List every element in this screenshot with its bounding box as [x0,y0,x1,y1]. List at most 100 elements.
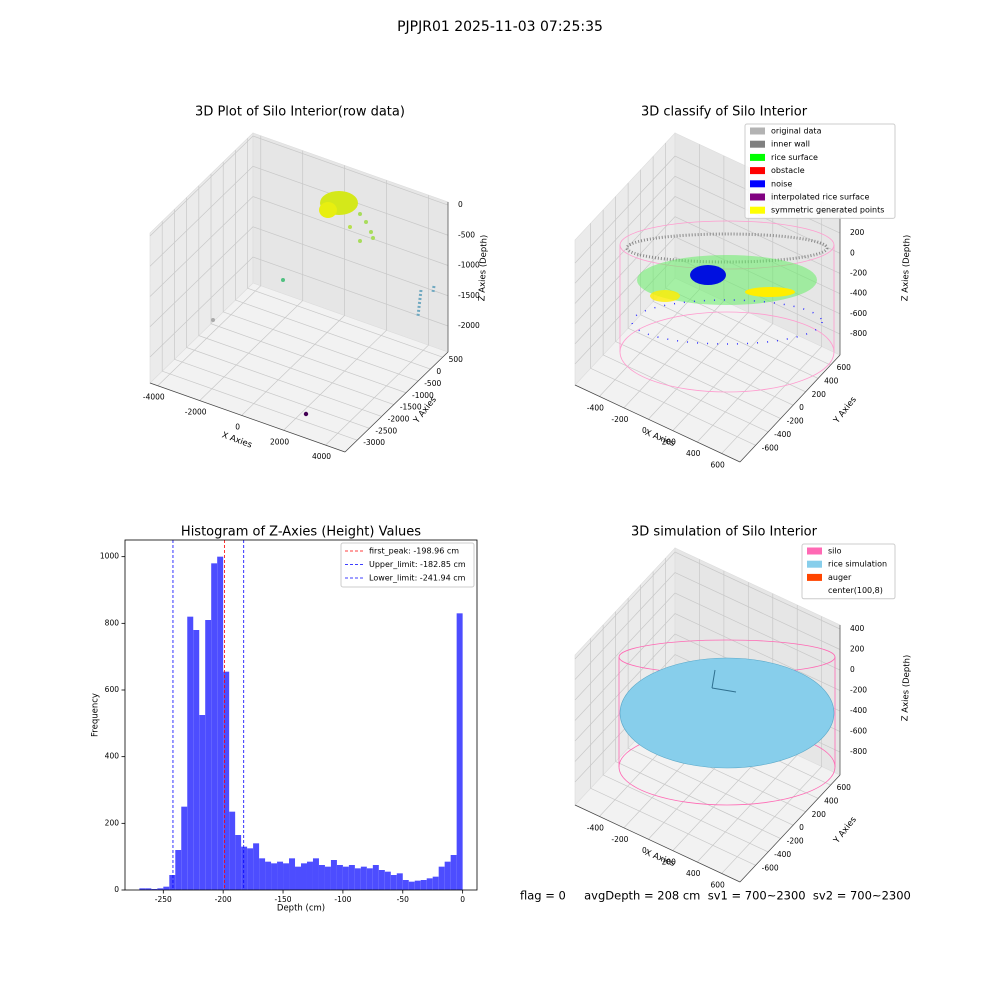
bar [330,860,337,890]
axis-label: Z Axies (Depth) [900,655,912,722]
y-axis-label: Frequency [91,693,101,737]
bar [432,876,439,890]
bar [372,865,379,890]
tick-label: -2000 [458,321,480,330]
tick-label: 200 [812,810,827,819]
bar [253,843,260,890]
legend-swatch [750,140,765,148]
tick-label: 0 [799,403,804,412]
tick-label: 400 [850,624,865,633]
chart-title: 3D classify of Silo Interior [641,105,808,120]
plot-area [125,540,477,890]
grid-line [325,195,429,446]
bar [205,620,212,890]
legend-box [340,542,475,588]
tick-label: -400 [850,289,867,298]
bar [312,858,319,890]
bar [456,613,463,890]
bar [187,616,194,890]
tick-label: -400 [587,823,604,832]
grid-line [615,196,781,419]
y-tick-label: 600 [105,685,120,694]
point-cluster [319,202,337,218]
legend-label: noise [771,179,792,188]
tick-label: 600 [711,880,726,889]
chart-title: 3D Plot of Silo Interior(row data) [195,105,405,120]
grid-line [235,150,431,370]
bar [211,563,218,890]
legend-label: symmetric generated points [771,206,884,215]
bar [259,858,266,890]
tick-label: 200 [850,228,865,237]
tick-label: 0 [799,823,804,832]
y-tick-label: 1000 [100,552,119,561]
bar [139,888,146,890]
bar [390,875,397,890]
tick-label: 0 [850,665,855,674]
grid-line [574,572,841,680]
grid-line [149,196,449,297]
tick-label: -400 [774,850,791,859]
tick-label: -2000 [185,408,207,417]
y-axis [344,351,449,453]
grid-line [241,165,345,416]
legend-swatch [807,560,822,568]
bar [181,806,188,890]
symmetric-points [745,287,795,297]
grid-line [602,624,769,853]
axis-label: Z Axies (Depth) [477,235,489,302]
grid-line [247,138,443,358]
figure-title: PJPJR01 2025-11-03 07:25:35 [397,19,603,35]
grid-line [283,180,387,431]
point [369,230,373,234]
tick-label: 0 [850,248,855,257]
bar [271,863,278,890]
legend-label: original data [771,127,822,136]
simulation-surface [618,639,836,806]
bar [151,889,158,890]
chart-title: 3D simulation of Silo Interior [631,525,818,540]
y-tick-label: 800 [105,618,120,627]
bar [378,870,385,890]
bar [301,863,307,890]
bar [444,861,451,890]
bar [247,848,254,890]
grid-line [696,605,798,863]
bar [354,868,361,890]
tick-label: 600 [837,783,852,792]
legend-label: auger [828,573,852,582]
noise [631,299,823,345]
x-axis [149,382,346,453]
legend-label: inner wall [771,140,810,149]
legend-box [744,123,896,219]
bar [175,850,182,890]
tick-label: -600 [850,309,867,318]
grid-line [161,221,358,441]
tick-label: -3000 [363,438,385,447]
chart-title: Histogram of Z-Axies (Height) Values [181,525,421,540]
y-tick-label: 0 [114,885,119,894]
x-tick-label: -100 [334,895,351,904]
tick-label: -200 [850,686,867,695]
grid-line [222,161,419,382]
grid-line [157,135,262,386]
tick-label: 200 [662,858,677,867]
bar [402,880,409,890]
grid-line [149,226,449,328]
axis-label: Z Axies (Depth) [900,235,912,302]
tick-label: 200 [662,438,677,447]
tick-label: 400 [824,376,839,385]
tick-label: 400 [686,449,701,458]
bar [366,868,373,890]
classified-point-cloud [619,220,835,393]
point [281,278,285,282]
tick-label: -800 [850,329,867,338]
legend-swatch [750,193,765,201]
tick-label: -200 [611,415,628,424]
point [358,212,362,216]
grid-line [721,616,823,874]
tick-label: -400 [850,706,867,715]
grid-line [672,178,774,431]
point-column [431,285,436,293]
legend-label: obstacle [771,166,805,175]
